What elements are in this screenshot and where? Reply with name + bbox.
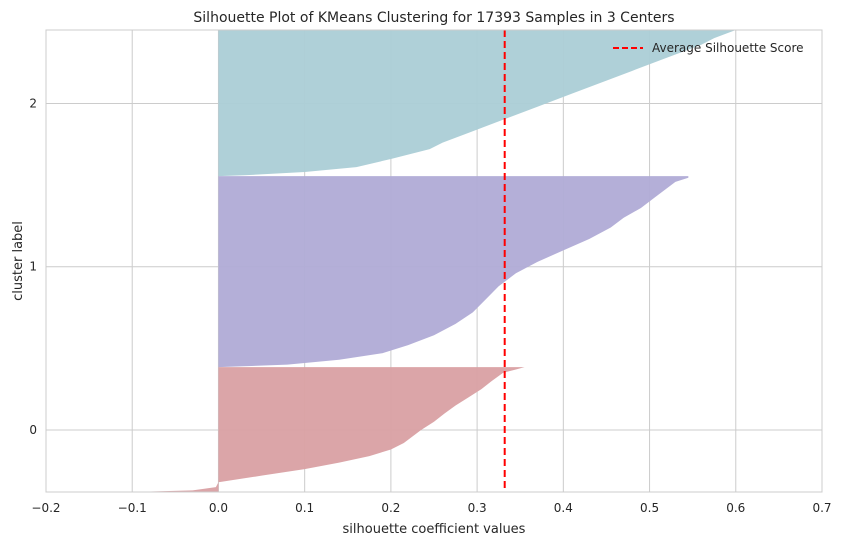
legend-label-average: Average Silhouette Score <box>652 41 804 55</box>
y-tick-label-0: 0 <box>29 423 37 437</box>
x-tick-label-9: 0.7 <box>812 501 831 515</box>
plot-border <box>45 29 823 493</box>
cluster-areas <box>132 30 736 492</box>
x-tick-label-2: 0.0 <box>209 501 228 515</box>
x-tick-label-0: −0.2 <box>31 501 60 515</box>
x-tick-label-6: 0.4 <box>554 501 573 515</box>
x-tick-label-7: 0.5 <box>640 501 659 515</box>
x-tick-label-3: 0.1 <box>295 501 314 515</box>
x-tick-label-1: −0.1 <box>118 501 147 515</box>
x-tick-label-8: 0.6 <box>726 501 745 515</box>
cluster-area-0 <box>132 367 525 492</box>
chart-title: Silhouette Plot of KMeans Clustering for… <box>193 10 674 26</box>
x-tick-labels: −0.2 −0.1 0.0 0.1 0.2 0.3 0.4 0.5 0.6 0.7 <box>31 501 831 515</box>
x-tick-label-5: 0.3 <box>468 501 487 515</box>
x-axis-title: silhouette coefficient values <box>343 522 526 537</box>
legend: Average Silhouette Score <box>613 41 804 55</box>
cluster-area-2 <box>218 30 736 177</box>
y-tick-labels: 0 1 2 <box>29 96 37 437</box>
cluster-area-1 <box>218 176 689 368</box>
x-tick-label-4: 0.2 <box>381 501 400 515</box>
y-axis-title: cluster label <box>11 221 26 301</box>
y-tick-label-1: 1 <box>29 260 37 274</box>
y-tick-label-2: 2 <box>29 96 37 110</box>
